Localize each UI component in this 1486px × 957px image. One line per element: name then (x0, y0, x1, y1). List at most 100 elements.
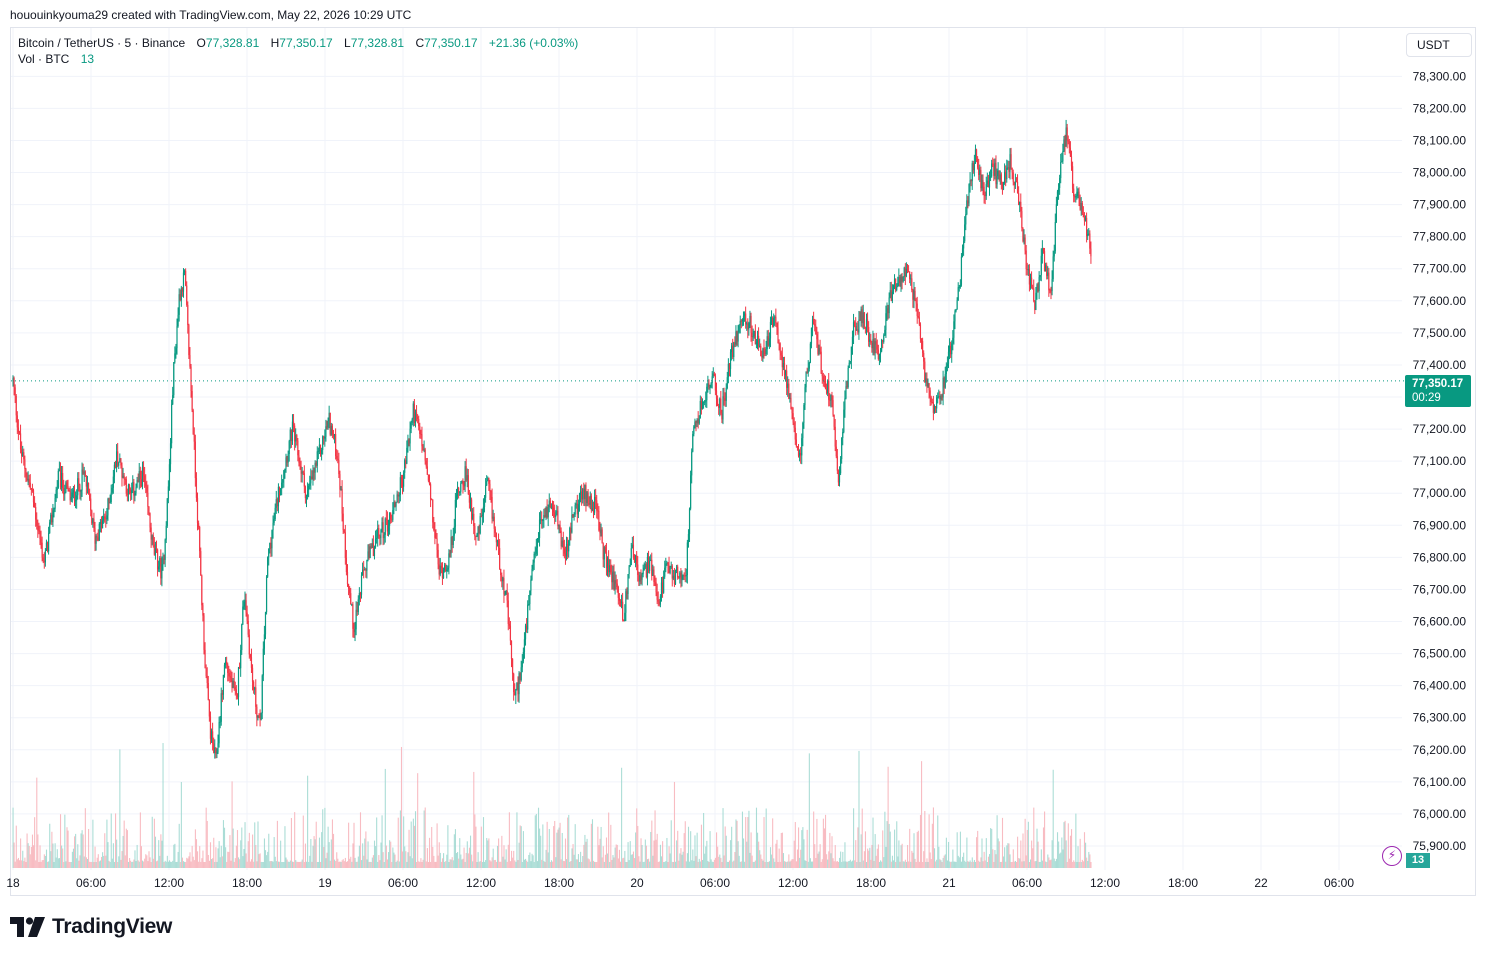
candle-body (381, 522, 383, 531)
volume-bar (841, 861, 843, 868)
candle-body (977, 158, 979, 168)
candle-body (626, 591, 628, 594)
candle-body (38, 530, 40, 532)
volume-bar (75, 833, 77, 868)
candle-body (1026, 268, 1028, 270)
candle-body (904, 267, 906, 277)
volume-bar (867, 848, 869, 868)
y-tick-label: 76,000.00 (1413, 807, 1467, 821)
close-value: 77,350.17 (424, 36, 478, 50)
candle-body (815, 325, 817, 335)
candle-body (114, 464, 117, 469)
candle-body (547, 507, 549, 518)
lightning-icon[interactable]: ⚡ (1382, 846, 1402, 866)
volume-bar (665, 861, 667, 868)
currency-button[interactable]: USDT (1406, 33, 1472, 57)
volume-bar (751, 855, 753, 868)
volume-bar (484, 861, 486, 868)
candle-body (39, 531, 41, 539)
volume-bar (802, 827, 804, 868)
candle-body (460, 483, 462, 492)
candle-body (295, 435, 297, 442)
volume-bar (124, 855, 126, 868)
candle-body (254, 687, 256, 690)
volume-bar (761, 858, 763, 868)
volume-bar (1051, 840, 1053, 868)
candle-body (930, 397, 932, 402)
volume-bar (672, 861, 674, 868)
volume-bar (99, 860, 101, 868)
tradingview-logo[interactable]: TradingView (10, 915, 172, 939)
candle-body (778, 343, 780, 345)
candle-body (983, 186, 985, 195)
volume-bar (1003, 856, 1005, 868)
candle-body (571, 514, 573, 533)
candle-body (755, 341, 758, 345)
volume-bar (1056, 832, 1059, 868)
candle-body (1053, 251, 1055, 257)
volume-bar (719, 854, 721, 868)
volume-bar (346, 861, 349, 868)
candle-body (368, 551, 370, 559)
candle-body (618, 597, 620, 601)
y-tick-label: 77,700.00 (1413, 262, 1467, 276)
volume-bar (364, 838, 366, 868)
volume-bar (589, 861, 591, 868)
volume-bar (942, 857, 944, 868)
symbol-label[interactable]: Bitcoin / TetherUS · 5 · Binance (18, 36, 186, 50)
volume-bar (410, 821, 412, 868)
candle-body (824, 381, 827, 390)
volume-bar (500, 861, 502, 868)
candle-body (1086, 217, 1088, 237)
volume-bar (485, 860, 487, 868)
candle-body (145, 482, 147, 487)
ohlc-legend: Bitcoin / TetherUS · 5 · Binance O77,328… (18, 35, 578, 67)
volume-bar (549, 861, 551, 868)
volume-bar (82, 834, 84, 868)
volume-bar (714, 857, 717, 868)
candle-body (133, 482, 135, 496)
candle-body (230, 677, 232, 680)
volume-bar (659, 844, 661, 868)
volume-bar (547, 852, 549, 868)
candle-body (360, 575, 363, 595)
volume-bar (818, 851, 820, 868)
candle-body (504, 594, 506, 596)
candle-body (282, 479, 284, 483)
volume-bar (378, 855, 380, 868)
volume-bar (1039, 861, 1041, 868)
y-tick-label: 77,100.00 (1413, 454, 1467, 468)
volume-label[interactable]: Vol · BTC (18, 52, 70, 66)
volume-bar (710, 859, 712, 868)
volume-bar (220, 845, 222, 868)
candle-body (742, 316, 745, 320)
candle-body (12, 377, 14, 381)
volume-bar (321, 832, 323, 868)
volume-bar (277, 861, 280, 868)
volume-bar (402, 851, 404, 868)
volume-bar (585, 841, 587, 868)
candle-body (119, 458, 121, 463)
volume-bar (16, 859, 18, 868)
volume-bar (949, 861, 951, 868)
volume-bar (931, 823, 933, 868)
candle-body (481, 514, 483, 517)
candle-body (226, 661, 228, 665)
volume-bar (740, 861, 742, 868)
volume-bar (125, 828, 127, 868)
volume-bar (273, 837, 275, 868)
candle-body (110, 492, 112, 502)
volume-bar (840, 851, 842, 868)
volume-bar (440, 861, 442, 868)
volume-bar (897, 856, 899, 868)
candle-body (330, 425, 332, 435)
candle-body (732, 345, 734, 357)
candle-body (127, 484, 130, 495)
candle-body (65, 482, 67, 493)
candle-body (751, 332, 753, 337)
volume-bar (127, 861, 130, 868)
volume-bar (154, 836, 157, 868)
candle-body (452, 535, 454, 545)
volume-bar (495, 861, 497, 868)
